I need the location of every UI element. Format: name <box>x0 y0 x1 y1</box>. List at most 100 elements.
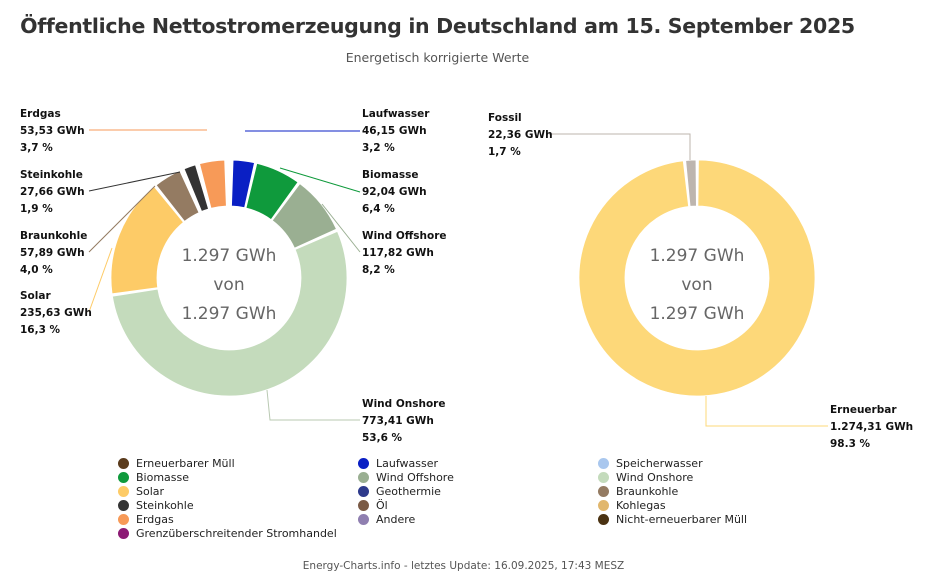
legend-label: Nicht-erneuerbarer Müll <box>616 512 748 526</box>
center-text-1-3: 1.297 GWh <box>182 304 277 324</box>
legend-label: Erneuerbarer Müll <box>136 456 235 470</box>
legend-item-solar[interactable]: Solar <box>118 484 164 498</box>
legend-label: Erdgas <box>136 512 174 526</box>
legend-item-andere[interactable]: Andere <box>358 512 415 526</box>
data-label-erneuerbar-2: 1.274,31 GWh <box>830 421 913 433</box>
data-label-steinkohle-2: 27,66 GWh <box>20 186 85 198</box>
data-label-fossil-3: 1,7 % <box>488 146 521 158</box>
slice-wind-onshore[interactable] <box>111 230 348 397</box>
legend-dot-icon <box>118 527 129 539</box>
data-label-wind-onshore-3: 53,6 % <box>362 432 403 444</box>
connector-biomasse <box>279 167 361 193</box>
slice-braunkohle[interactable] <box>155 170 200 222</box>
legend-item-öl[interactable]: Öl <box>358 498 388 512</box>
legend-label: Speicherwasser <box>616 456 703 470</box>
connector-fossil <box>549 133 691 160</box>
data-label-biomasse-1: Biomasse <box>362 169 418 181</box>
slice-biomasse[interactable] <box>245 162 299 221</box>
data-label-laufwasser-2: 46,15 GWh <box>362 125 427 137</box>
data-label-solar-1: Solar <box>20 290 51 302</box>
connector-wind-offshore <box>321 203 361 253</box>
data-label-erdgas-2: 53,53 GWh <box>20 125 85 137</box>
data-label-biomasse-2: 92,04 GWh <box>362 186 427 198</box>
connector-erneuerbar <box>705 396 828 427</box>
legend-item-braunkohle[interactable]: Braunkohle <box>598 484 678 498</box>
slice-erdgas[interactable] <box>199 159 227 209</box>
legend-item-speicherwasser[interactable]: Speicherwasser <box>598 456 703 470</box>
legend-dot-icon <box>118 485 129 497</box>
center-text-1-2: von <box>213 275 244 295</box>
legend-label: Geothermie <box>376 484 441 498</box>
legend-item-laufwasser[interactable]: Laufwasser <box>358 456 438 470</box>
chart-subtitle: Energetisch korrigierte Werte <box>345 50 530 65</box>
data-label-fossil-2: 22,36 GWh <box>488 129 553 141</box>
data-label-laufwasser-3: 3,2 % <box>362 142 395 154</box>
legend-dot-icon <box>598 499 609 511</box>
connector-solar <box>88 247 113 313</box>
legend-item-steinkohle[interactable]: Steinkohle <box>118 498 194 512</box>
center-text-1-1: 1.297 GWh <box>182 246 277 266</box>
slice-laufwasser[interactable] <box>231 159 255 209</box>
legend-item-geothermie[interactable]: Geothermie <box>358 484 441 498</box>
legend-dot-icon <box>598 471 609 483</box>
legend-label: Kohlegas <box>616 498 666 512</box>
legend-item-erdgas[interactable]: Erdgas <box>118 512 174 526</box>
data-label-solar-3: 16,3 % <box>20 324 61 336</box>
data-label-steinkohle-1: Steinkohle <box>20 169 83 181</box>
data-label-braunkohle-1: Braunkohle <box>20 230 87 242</box>
slice-erneuerbar[interactable] <box>578 159 816 397</box>
slice-fossil[interactable] <box>685 159 697 207</box>
slice-steinkohle[interactable] <box>183 164 210 212</box>
legend-dot-icon <box>598 457 609 469</box>
data-label-biomasse-3: 6,4 % <box>362 203 395 215</box>
data-label-laufwasser-1: Laufwasser <box>362 108 430 120</box>
legend-label: Andere <box>376 512 416 526</box>
legend: Erneuerbarer Müll Biomasse Solar Steinkohle… <box>0 455 937 545</box>
legend-label: Braunkohle <box>616 484 679 498</box>
legend-label: Wind Onshore <box>616 470 694 484</box>
connector-steinkohle <box>88 171 181 192</box>
legend-dot-icon <box>358 513 369 525</box>
center-text-2-2: von <box>681 275 712 295</box>
legend-label: Grenzüberschreitender Stromhandel <box>136 526 337 540</box>
data-label-wind-onshore-2: 773,41 GWh <box>362 415 434 427</box>
legend-item-nicht-erneuerbarer-müll[interactable]: Nicht-erneuerbarer Müll <box>598 512 747 526</box>
legend-label: Öl <box>376 498 388 512</box>
footer-credit: Energy-Charts.info - letztes Update: 16.… <box>302 560 625 572</box>
legend-label: Steinkohle <box>136 498 194 512</box>
data-label-braunkohle-3: 4,0 % <box>20 264 53 276</box>
data-label-fossil-1: Fossil <box>488 112 522 124</box>
legend-dot-icon <box>118 513 129 525</box>
legend-item-grenzüberschreitender-stromhandel[interactable]: Grenzüberschreitender Stromhandel <box>118 526 337 540</box>
legend-dot-icon <box>358 471 369 483</box>
legend-item-wind-onshore[interactable]: Wind Onshore <box>598 470 693 484</box>
legend-item-wind-offshore[interactable]: Wind Offshore <box>358 470 454 484</box>
chart-title: Öffentliche Nettostromerzeugung in Deuts… <box>20 14 855 38</box>
center-text-2-3: 1.297 GWh <box>650 304 745 324</box>
data-label-wind-onshore-1: Wind Onshore <box>362 398 445 410</box>
legend-item-erneuerbarer-müll[interactable]: Erneuerbarer Müll <box>118 456 235 470</box>
legend-dot-icon <box>598 485 609 497</box>
data-label-wind-offshore-3: 8,2 % <box>362 264 395 276</box>
legend-dot-icon <box>118 457 129 469</box>
donut-chart-1: Laufwasser 46,15 GWh 3,2 % Biomasse 92,04 GW… <box>20 108 447 444</box>
data-label-solar-2: 235,63 GWh <box>20 307 92 319</box>
legend-item-biomasse[interactable]: Biomasse <box>118 470 189 484</box>
legend-label: Wind Offshore <box>376 470 454 484</box>
connector-wind-onshore <box>266 389 360 421</box>
legend-dot-icon <box>358 457 369 469</box>
legend-label: Solar <box>136 484 165 498</box>
slice-erneuerbarer-müll[interactable] <box>229 159 232 207</box>
data-label-erneuerbar-3: 98.3 % <box>830 438 871 450</box>
data-label-erdgas-1: Erdgas <box>20 108 61 120</box>
data-label-erdgas-3: 3,7 % <box>20 142 53 154</box>
data-label-wind-offshore-2: 117,82 GWh <box>362 247 434 259</box>
legend-dot-icon <box>118 471 129 483</box>
slice-wind-offshore[interactable] <box>271 183 337 249</box>
legend-dot-icon <box>118 499 129 511</box>
data-label-wind-offshore-1: Wind Offshore <box>362 230 447 242</box>
legend-dot-icon <box>358 499 369 511</box>
data-label-braunkohle-2: 57,89 GWh <box>20 247 85 259</box>
legend-item-kohlegas[interactable]: Kohlegas <box>598 498 666 512</box>
legend-label: Laufwasser <box>376 456 439 470</box>
